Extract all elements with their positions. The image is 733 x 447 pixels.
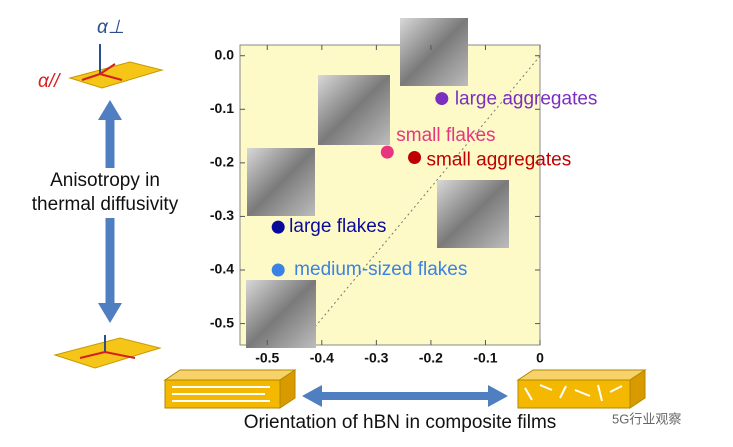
point-label: small aggregates xyxy=(427,150,572,171)
micrographs xyxy=(246,18,509,348)
micrograph xyxy=(247,148,315,216)
axis-annotation: Anisotropy in xyxy=(50,170,160,191)
x-tick-label: -0.4 xyxy=(310,350,334,366)
bottom-plate xyxy=(53,335,162,369)
y-tick-label: -0.1 xyxy=(210,100,234,116)
y-tick-label: -0.4 xyxy=(210,261,234,277)
point xyxy=(408,151,422,164)
x-tick-label: -0.5 xyxy=(255,350,279,366)
micrograph xyxy=(318,75,390,145)
block-aligned xyxy=(163,369,297,409)
y-tick-label: -0.2 xyxy=(210,154,234,170)
point-label: large aggregates xyxy=(455,89,598,110)
micrograph xyxy=(400,18,468,86)
y-tick-label: -0.5 xyxy=(210,314,234,330)
x-tick-label: 0 xyxy=(536,350,544,366)
point-label: medium-sized flakes xyxy=(294,259,467,280)
block-random xyxy=(516,369,647,409)
axis-annotation: thermal diffusivity xyxy=(32,194,179,215)
point xyxy=(435,92,449,106)
alpha-par: α// xyxy=(38,71,61,92)
top-plate xyxy=(68,44,164,89)
point xyxy=(271,220,285,234)
x-tick-label: -0.2 xyxy=(419,350,443,366)
micrograph xyxy=(246,280,316,348)
point-label: large flakes xyxy=(289,216,386,237)
watermark: 5G行业观察 xyxy=(612,411,681,426)
micrograph xyxy=(437,180,509,248)
y-tick-label: 0.0 xyxy=(215,46,235,62)
label-bg xyxy=(10,168,210,218)
x-annotation: Orientation of hBN in composite films xyxy=(244,412,557,433)
point xyxy=(380,145,394,159)
y-tick-label: -0.3 xyxy=(210,207,234,223)
horizontal-arrow xyxy=(302,385,508,407)
x-tick-label: -0.1 xyxy=(473,350,497,366)
point xyxy=(271,263,285,277)
point-label: small flakes xyxy=(396,125,495,146)
alpha-perp: α⊥ xyxy=(97,17,124,38)
x-tick-label: -0.3 xyxy=(364,350,388,366)
